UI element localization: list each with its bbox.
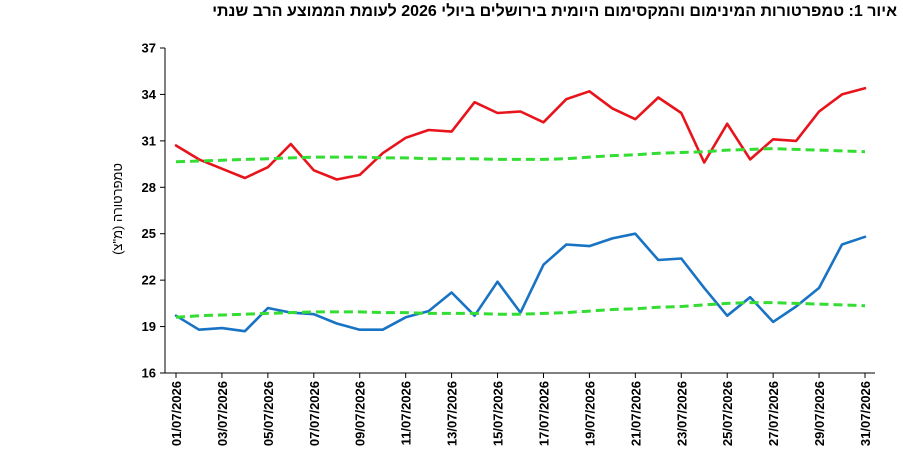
- y-tick-label: 16: [142, 366, 156, 381]
- x-tick-label: 15/07/2026: [491, 381, 506, 446]
- x-tick-label: 19/07/2026: [582, 381, 597, 446]
- chart-title: איור 1: טמפרטורות המינימום והמקסימום היו…: [212, 3, 897, 20]
- x-tick-label: 11/07/2026: [399, 381, 414, 445]
- x-tick-label: 17/07/2026: [536, 381, 551, 446]
- series-line-1: [174, 86, 867, 181]
- x-tick-label: 21/07/2026: [628, 381, 643, 446]
- x-tick-label: 25/07/2026: [720, 381, 735, 446]
- x-tick-label: 31/07/2026: [858, 381, 873, 446]
- series-line-3: [174, 232, 867, 333]
- x-tick-label: 03/07/2026: [215, 381, 230, 446]
- y-tick-label: 28: [142, 180, 156, 195]
- y-axis-label: טמפרטורה (מ"צ): [110, 163, 125, 255]
- y-tick-label: 34: [142, 87, 157, 102]
- y-tick-label: 19: [142, 319, 156, 334]
- series-line-2: [175, 147, 866, 164]
- x-tick-label: 07/07/2026: [307, 381, 322, 446]
- y-tick-label: 37: [142, 41, 156, 56]
- x-tick-label: 05/07/2026: [261, 381, 276, 446]
- x-tick-label: 27/07/2026: [766, 381, 781, 446]
- x-tick-label: 13/07/2026: [445, 381, 460, 446]
- x-tick-label: 23/07/2026: [674, 381, 689, 446]
- y-tick-label: 25: [142, 226, 156, 241]
- x-tick-label: 29/07/2026: [812, 381, 827, 446]
- x-tick-label: 01/07/2026: [169, 381, 184, 446]
- y-tick-label: 22: [142, 273, 156, 288]
- x-tick-label: 09/07/2026: [353, 381, 368, 446]
- y-tick-label: 31: [142, 133, 156, 148]
- series-line-4: [175, 301, 866, 319]
